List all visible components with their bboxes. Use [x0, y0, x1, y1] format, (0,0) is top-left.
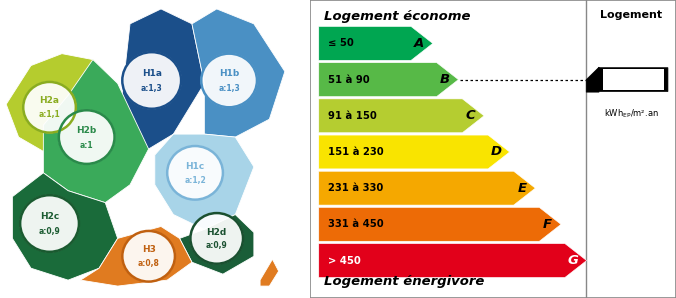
- Text: D: D: [491, 145, 502, 159]
- FancyBboxPatch shape: [603, 69, 665, 90]
- Text: H3: H3: [142, 246, 155, 254]
- Text: G: G: [568, 254, 579, 267]
- Text: a:0,8: a:0,8: [138, 259, 160, 268]
- Text: a:1: a:1: [80, 141, 93, 150]
- Polygon shape: [319, 207, 561, 241]
- Text: > 450: > 450: [328, 256, 361, 266]
- Text: H2b: H2b: [76, 126, 97, 135]
- Text: 151 à 230: 151 à 230: [328, 147, 383, 157]
- Text: a:1,1: a:1,1: [39, 110, 60, 119]
- Text: H2d: H2d: [207, 228, 227, 237]
- Polygon shape: [180, 215, 254, 274]
- Circle shape: [23, 82, 76, 133]
- Text: H2a: H2a: [39, 97, 59, 105]
- Text: C: C: [466, 109, 475, 122]
- Text: 91 à 150: 91 à 150: [328, 111, 377, 121]
- Text: 331 à 450: 331 à 450: [328, 219, 383, 229]
- Polygon shape: [43, 60, 149, 203]
- Polygon shape: [6, 54, 118, 155]
- Polygon shape: [319, 135, 510, 169]
- Polygon shape: [319, 27, 433, 60]
- Circle shape: [122, 52, 181, 109]
- Polygon shape: [319, 63, 458, 97]
- Text: Logement énergivore: Logement énergivore: [324, 275, 485, 288]
- Text: F: F: [543, 218, 552, 231]
- Text: 51 à 90: 51 à 90: [328, 74, 370, 85]
- Polygon shape: [319, 99, 484, 133]
- Text: ≤ 50: ≤ 50: [328, 38, 354, 48]
- Text: Logement économe: Logement économe: [324, 10, 470, 24]
- Polygon shape: [319, 244, 587, 277]
- Circle shape: [59, 110, 114, 164]
- Text: kWh$_{\mathregular{EP}}$/m².an: kWh$_{\mathregular{EP}}$/m².an: [604, 108, 658, 120]
- Text: a:1,3: a:1,3: [218, 84, 240, 93]
- Text: 231 à 330: 231 à 330: [328, 183, 383, 193]
- FancyBboxPatch shape: [310, 0, 675, 298]
- Text: a:0,9: a:0,9: [206, 241, 228, 251]
- Text: H1c: H1c: [185, 162, 205, 171]
- Text: E: E: [517, 182, 527, 195]
- Circle shape: [20, 195, 79, 252]
- Polygon shape: [12, 173, 118, 280]
- Polygon shape: [80, 226, 192, 286]
- Polygon shape: [260, 259, 279, 286]
- Text: B: B: [440, 73, 450, 86]
- Text: a:0,9: a:0,9: [39, 227, 60, 237]
- Circle shape: [122, 231, 175, 282]
- Text: H1b: H1b: [219, 69, 239, 78]
- Polygon shape: [118, 9, 204, 149]
- Polygon shape: [192, 9, 285, 137]
- Polygon shape: [586, 67, 668, 92]
- Polygon shape: [319, 171, 535, 205]
- Polygon shape: [155, 134, 254, 229]
- Circle shape: [191, 213, 243, 264]
- Circle shape: [201, 54, 257, 107]
- Text: Logement: Logement: [600, 10, 662, 21]
- Text: A: A: [414, 37, 425, 50]
- Text: a:1,2: a:1,2: [184, 176, 206, 185]
- Text: H1a: H1a: [142, 69, 162, 78]
- Circle shape: [167, 146, 223, 200]
- Text: H2c: H2c: [40, 212, 59, 221]
- Text: a:1,3: a:1,3: [141, 84, 163, 94]
